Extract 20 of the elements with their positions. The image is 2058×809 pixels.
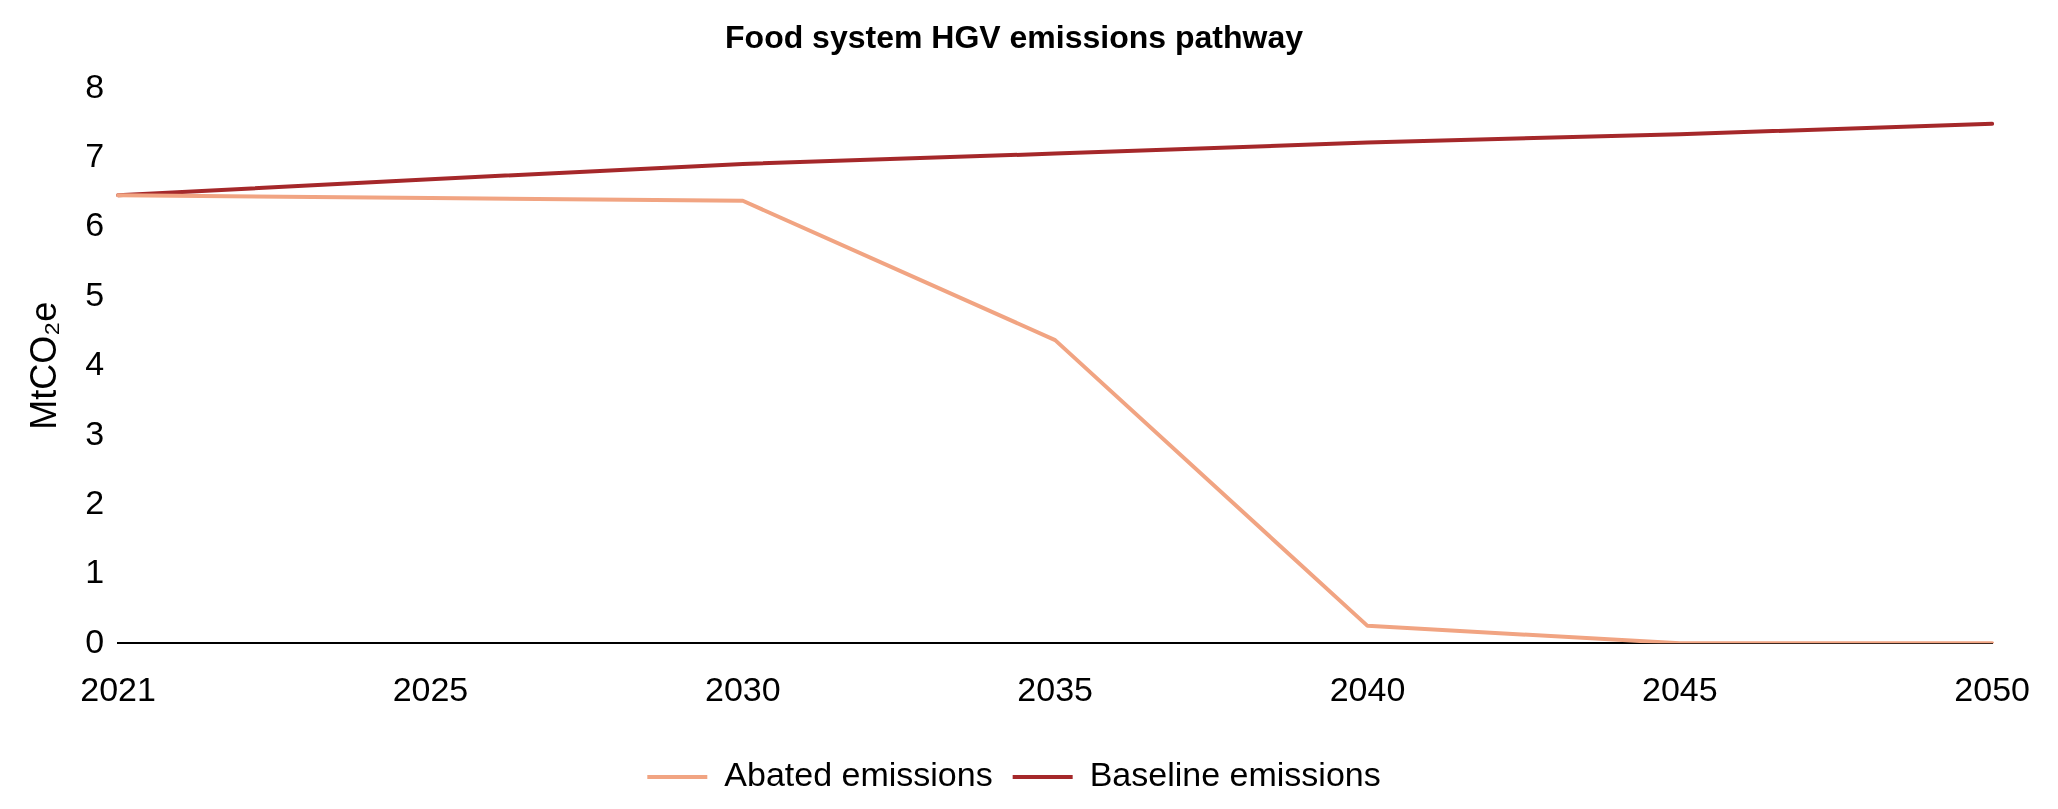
y-tick-label: 5 [85,274,105,313]
y-tick-label: 2 [85,482,105,521]
legend-label: Abated emissions [724,755,993,794]
x-tick-label: 2040 [1329,669,1406,708]
y-tick-label: 3 [85,413,105,452]
y-tick-label: 0 [85,621,105,660]
y-axis-title: MtCO₂e [22,301,64,430]
y-tick-label: 7 [85,136,105,175]
x-tick-label: 2035 [1017,669,1093,708]
y-tick-label: 1 [85,552,105,591]
chart-title: Food system HGV emissions pathway [725,19,1304,56]
y-tick-label: 8 [85,66,105,105]
x-tick-label: 2030 [704,669,781,708]
x-tick-label: 2050 [1954,669,2030,708]
y-tick-label: 6 [85,205,105,244]
x-tick-label: 2045 [1642,669,1718,708]
x-tick-label: 2021 [80,669,156,708]
legend-label: Baseline emissions [1089,755,1381,794]
x-tick-label: 2025 [392,669,469,708]
y-tick-label: 4 [85,344,105,383]
